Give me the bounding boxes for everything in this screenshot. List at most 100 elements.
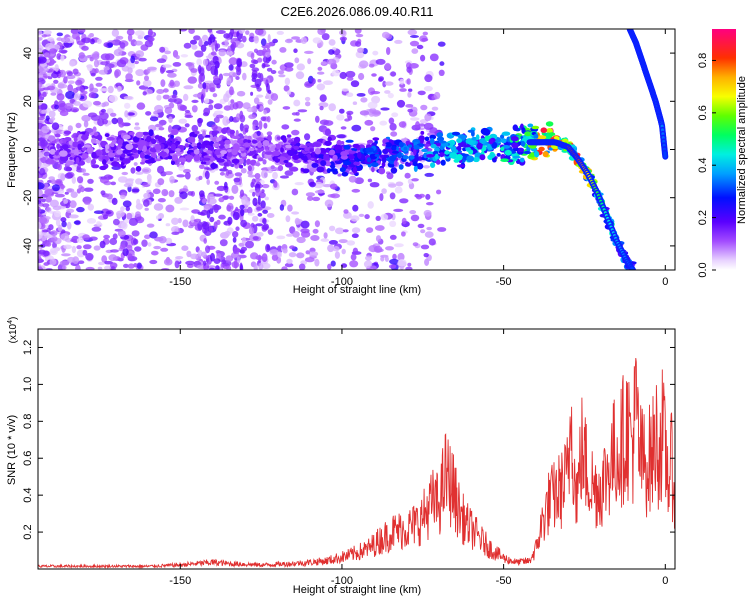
main-tone-mark <box>318 154 325 160</box>
noise-speckle <box>345 70 356 78</box>
noise-speckle <box>358 72 365 81</box>
noise-speckle <box>218 214 226 220</box>
noise-speckle <box>409 40 420 47</box>
main-tone-mark <box>440 159 446 166</box>
main-tone-mark <box>429 138 435 145</box>
noise-speckle <box>213 193 223 197</box>
main-tone-mark <box>72 141 79 148</box>
noise-speckle <box>144 40 153 48</box>
main-tone-mark <box>125 143 134 151</box>
noise-speckle <box>420 104 428 111</box>
noise-speckle <box>384 81 394 86</box>
main-tone-mark <box>521 127 526 134</box>
noise-speckle <box>231 184 239 194</box>
main-tone-mark <box>332 154 338 161</box>
noise-speckle <box>174 196 183 204</box>
noise-speckle <box>410 214 420 222</box>
noise-speckle <box>123 96 133 100</box>
noise-speckle <box>293 99 301 107</box>
main-tone-mark <box>546 128 553 134</box>
main-tone-mark <box>276 136 281 141</box>
noise-speckle <box>256 94 264 98</box>
noise-speckle <box>240 219 248 228</box>
main-tone-mark <box>54 133 61 138</box>
noise-speckle <box>240 61 248 68</box>
noise-speckle <box>174 260 180 269</box>
main-tone-mark <box>240 152 247 157</box>
noise-speckle <box>351 233 359 238</box>
noise-speckle <box>56 93 65 101</box>
main-tone-mark <box>184 143 189 148</box>
noise-speckle <box>124 110 129 118</box>
noise-speckle <box>422 165 431 169</box>
noise-speckle <box>145 111 152 116</box>
noise-speckle <box>210 65 217 76</box>
snr-y-scale-label: (x104) <box>7 317 19 344</box>
main-tone-mark <box>537 135 547 140</box>
noise-speckle <box>188 29 195 34</box>
noise-speckle <box>38 90 41 97</box>
noise-speckle <box>38 221 42 230</box>
noise-speckle <box>231 41 237 49</box>
noise-speckle <box>312 228 319 234</box>
main-tone-mark <box>398 141 404 148</box>
main-tone-mark <box>451 131 460 136</box>
noise-speckle <box>198 137 203 144</box>
noise-speckle <box>313 181 324 189</box>
noise-speckle <box>425 193 431 200</box>
noise-speckle <box>378 77 383 82</box>
noise-speckle <box>341 88 349 92</box>
main-tone-mark <box>323 153 330 161</box>
noise-speckle <box>218 49 226 57</box>
noise-speckle <box>241 35 247 43</box>
noise-speckle <box>107 42 113 48</box>
noise-speckle <box>191 124 199 132</box>
noise-speckle <box>405 266 413 270</box>
noise-speckle <box>86 218 97 224</box>
main-tone-mark <box>104 133 110 138</box>
noise-speckle <box>208 226 213 233</box>
noise-speckle <box>282 106 291 110</box>
main-tone-mark <box>449 152 458 159</box>
noise-speckle <box>394 39 403 44</box>
noise-speckle <box>410 117 420 121</box>
noise-speckle <box>261 189 265 194</box>
noise-speckle <box>336 134 346 139</box>
noise-speckle <box>379 193 384 202</box>
main-tone-mark <box>512 124 518 131</box>
noise-speckle <box>426 202 434 206</box>
noise-speckle <box>363 260 373 269</box>
main-tone-mark <box>271 150 281 157</box>
noise-speckle <box>41 232 50 236</box>
noise-speckle <box>169 79 175 87</box>
noise-speckle <box>273 180 278 188</box>
main-tone-mark <box>371 166 375 173</box>
noise-speckle <box>72 68 79 75</box>
noise-speckle <box>261 169 268 179</box>
noise-speckle <box>102 214 109 220</box>
noise-speckle <box>38 99 43 106</box>
main-tone-mark <box>436 132 444 138</box>
main-tone-mark <box>345 139 354 143</box>
noise-speckle <box>87 203 95 211</box>
main-tone-mark <box>216 158 225 163</box>
noise-speckle <box>130 55 136 64</box>
noise-speckle <box>334 251 340 259</box>
noise-speckle <box>272 171 278 180</box>
noise-speckle <box>340 263 348 268</box>
noise-speckle <box>184 114 194 119</box>
noise-speckle <box>111 29 120 37</box>
noise-speckle <box>179 29 187 32</box>
noise-speckle <box>328 39 336 46</box>
main-tone-mark <box>243 142 250 147</box>
noise-speckle <box>314 190 325 194</box>
noise-speckle <box>291 129 300 136</box>
noise-speckle <box>133 126 141 130</box>
noise-speckle <box>354 177 364 185</box>
noise-speckle <box>202 34 209 42</box>
noise-speckle <box>127 33 133 42</box>
main-tone-mark <box>110 143 115 148</box>
noise-speckle <box>53 79 59 84</box>
noise-speckle <box>436 189 442 195</box>
noise-speckle <box>156 89 165 94</box>
